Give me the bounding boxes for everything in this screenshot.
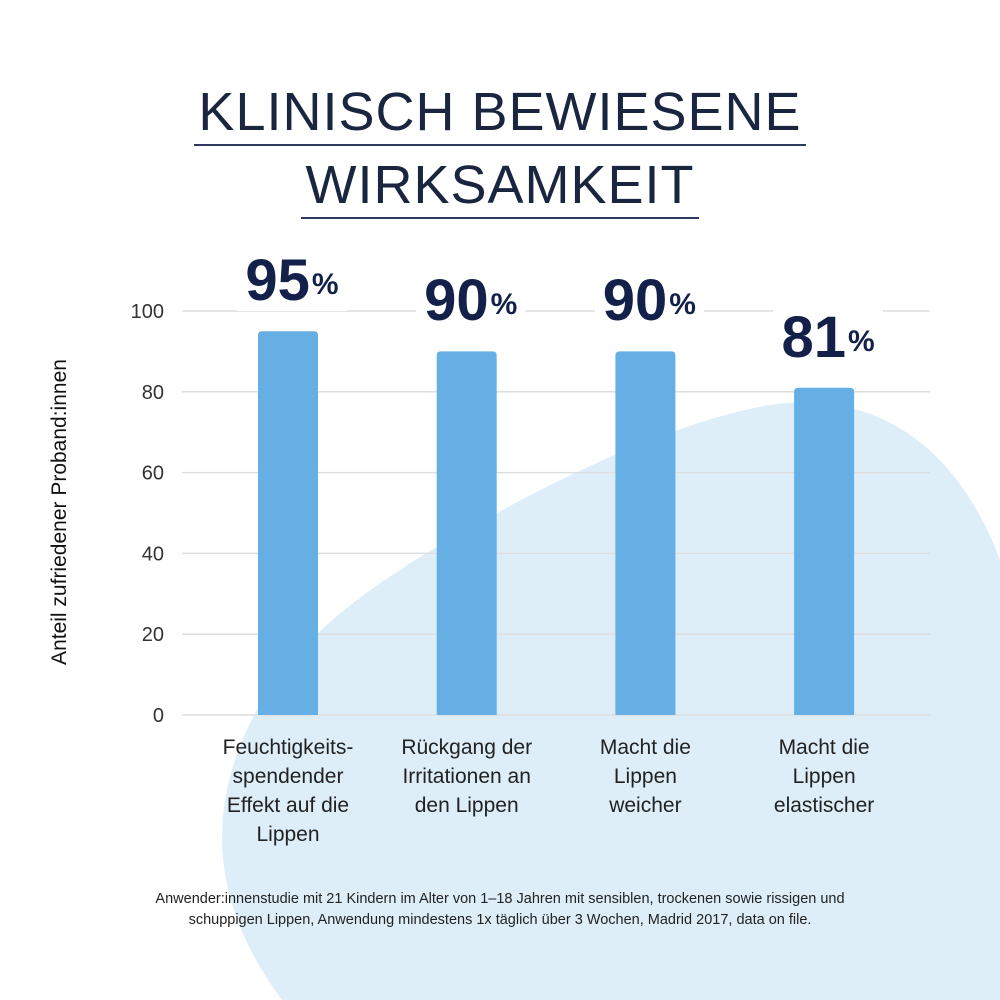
data-label-value: 90 bbox=[424, 268, 489, 334]
y-tick-label: 60 bbox=[142, 463, 164, 485]
percent-sign: % bbox=[669, 288, 696, 322]
footnote: Anwender:innenstudie mit 21 Kindern im A… bbox=[80, 889, 920, 931]
y-tick-label: 40 bbox=[142, 543, 164, 565]
bar-4 bbox=[794, 387, 855, 715]
title-line-2-container: WIRKSAMKEIT bbox=[0, 155, 1000, 219]
x-tick-label-line: Macht die bbox=[778, 736, 870, 759]
footnote-line-1: Anwender:innenstudie mit 21 Kindern im A… bbox=[155, 891, 845, 907]
data-label-box: 90% bbox=[594, 268, 704, 334]
x-tick-label-line: Effekt auf die bbox=[226, 794, 350, 817]
x-tick-label-line: spendender bbox=[232, 765, 344, 788]
bar-3 bbox=[615, 351, 676, 715]
x-tick-label: Rückgang der Irritationen an den Lippen bbox=[377, 733, 557, 820]
page-title-line-1: KLINISCH BEWIESENE bbox=[194, 82, 806, 146]
x-tick-label: Feuchtigkeits-spendender Effekt auf die Li… bbox=[198, 733, 378, 849]
y-tick-label: 100 bbox=[131, 301, 164, 323]
x-tick-label: Macht die Lippen weicher bbox=[555, 733, 735, 820]
page-title-line-2: WIRKSAMKEIT bbox=[301, 155, 699, 219]
percent-sign: % bbox=[490, 288, 518, 322]
data-label-box: 90% bbox=[416, 268, 526, 334]
data-label-value: 95 bbox=[245, 248, 310, 314]
x-tick-label-line: weicher bbox=[609, 794, 682, 817]
x-tick-label-line: Rückgang der bbox=[401, 736, 533, 759]
y-axis-label: Anteil zufriedener Proband:innen bbox=[48, 359, 71, 665]
data-label-box: 95% bbox=[237, 248, 347, 314]
x-tick-label-line: Lippen bbox=[256, 823, 320, 846]
y-tick-label: 0 bbox=[153, 705, 164, 727]
data-label: 90% bbox=[381, 268, 561, 334]
x-tick-label-line: Irritationen an bbox=[402, 765, 531, 788]
x-tick-label: Macht die Lippen elastischer bbox=[734, 733, 914, 820]
data-label-box: 81% bbox=[773, 304, 883, 370]
bar-2 bbox=[436, 351, 497, 715]
x-tick-label-line: elastischer bbox=[773, 794, 875, 817]
bar-1 bbox=[258, 331, 318, 715]
x-tick-label-line: den Lippen bbox=[414, 794, 519, 817]
data-label-value: 90 bbox=[602, 268, 668, 334]
x-tick-label-line: Macht die bbox=[599, 736, 691, 759]
y-tick-label: 80 bbox=[142, 382, 164, 404]
data-label: 81% bbox=[738, 304, 918, 370]
x-tick-label-line: Lippen bbox=[613, 765, 677, 788]
data-label: 95% bbox=[202, 248, 382, 314]
percent-sign: % bbox=[311, 268, 339, 302]
data-label-value: 81 bbox=[781, 304, 846, 370]
title-line-1-container: KLINISCH BEWIESENE bbox=[0, 82, 1000, 146]
percent-sign: % bbox=[848, 324, 875, 358]
footnote-line-2: schuppigen Lippen, Anwendung mindestens … bbox=[188, 912, 812, 928]
data-label: 90% bbox=[559, 268, 739, 334]
y-tick-label: 20 bbox=[142, 624, 164, 646]
x-tick-label-line: Feuchtigkeits- bbox=[222, 736, 354, 759]
x-tick-label-line: Lippen bbox=[792, 765, 856, 788]
